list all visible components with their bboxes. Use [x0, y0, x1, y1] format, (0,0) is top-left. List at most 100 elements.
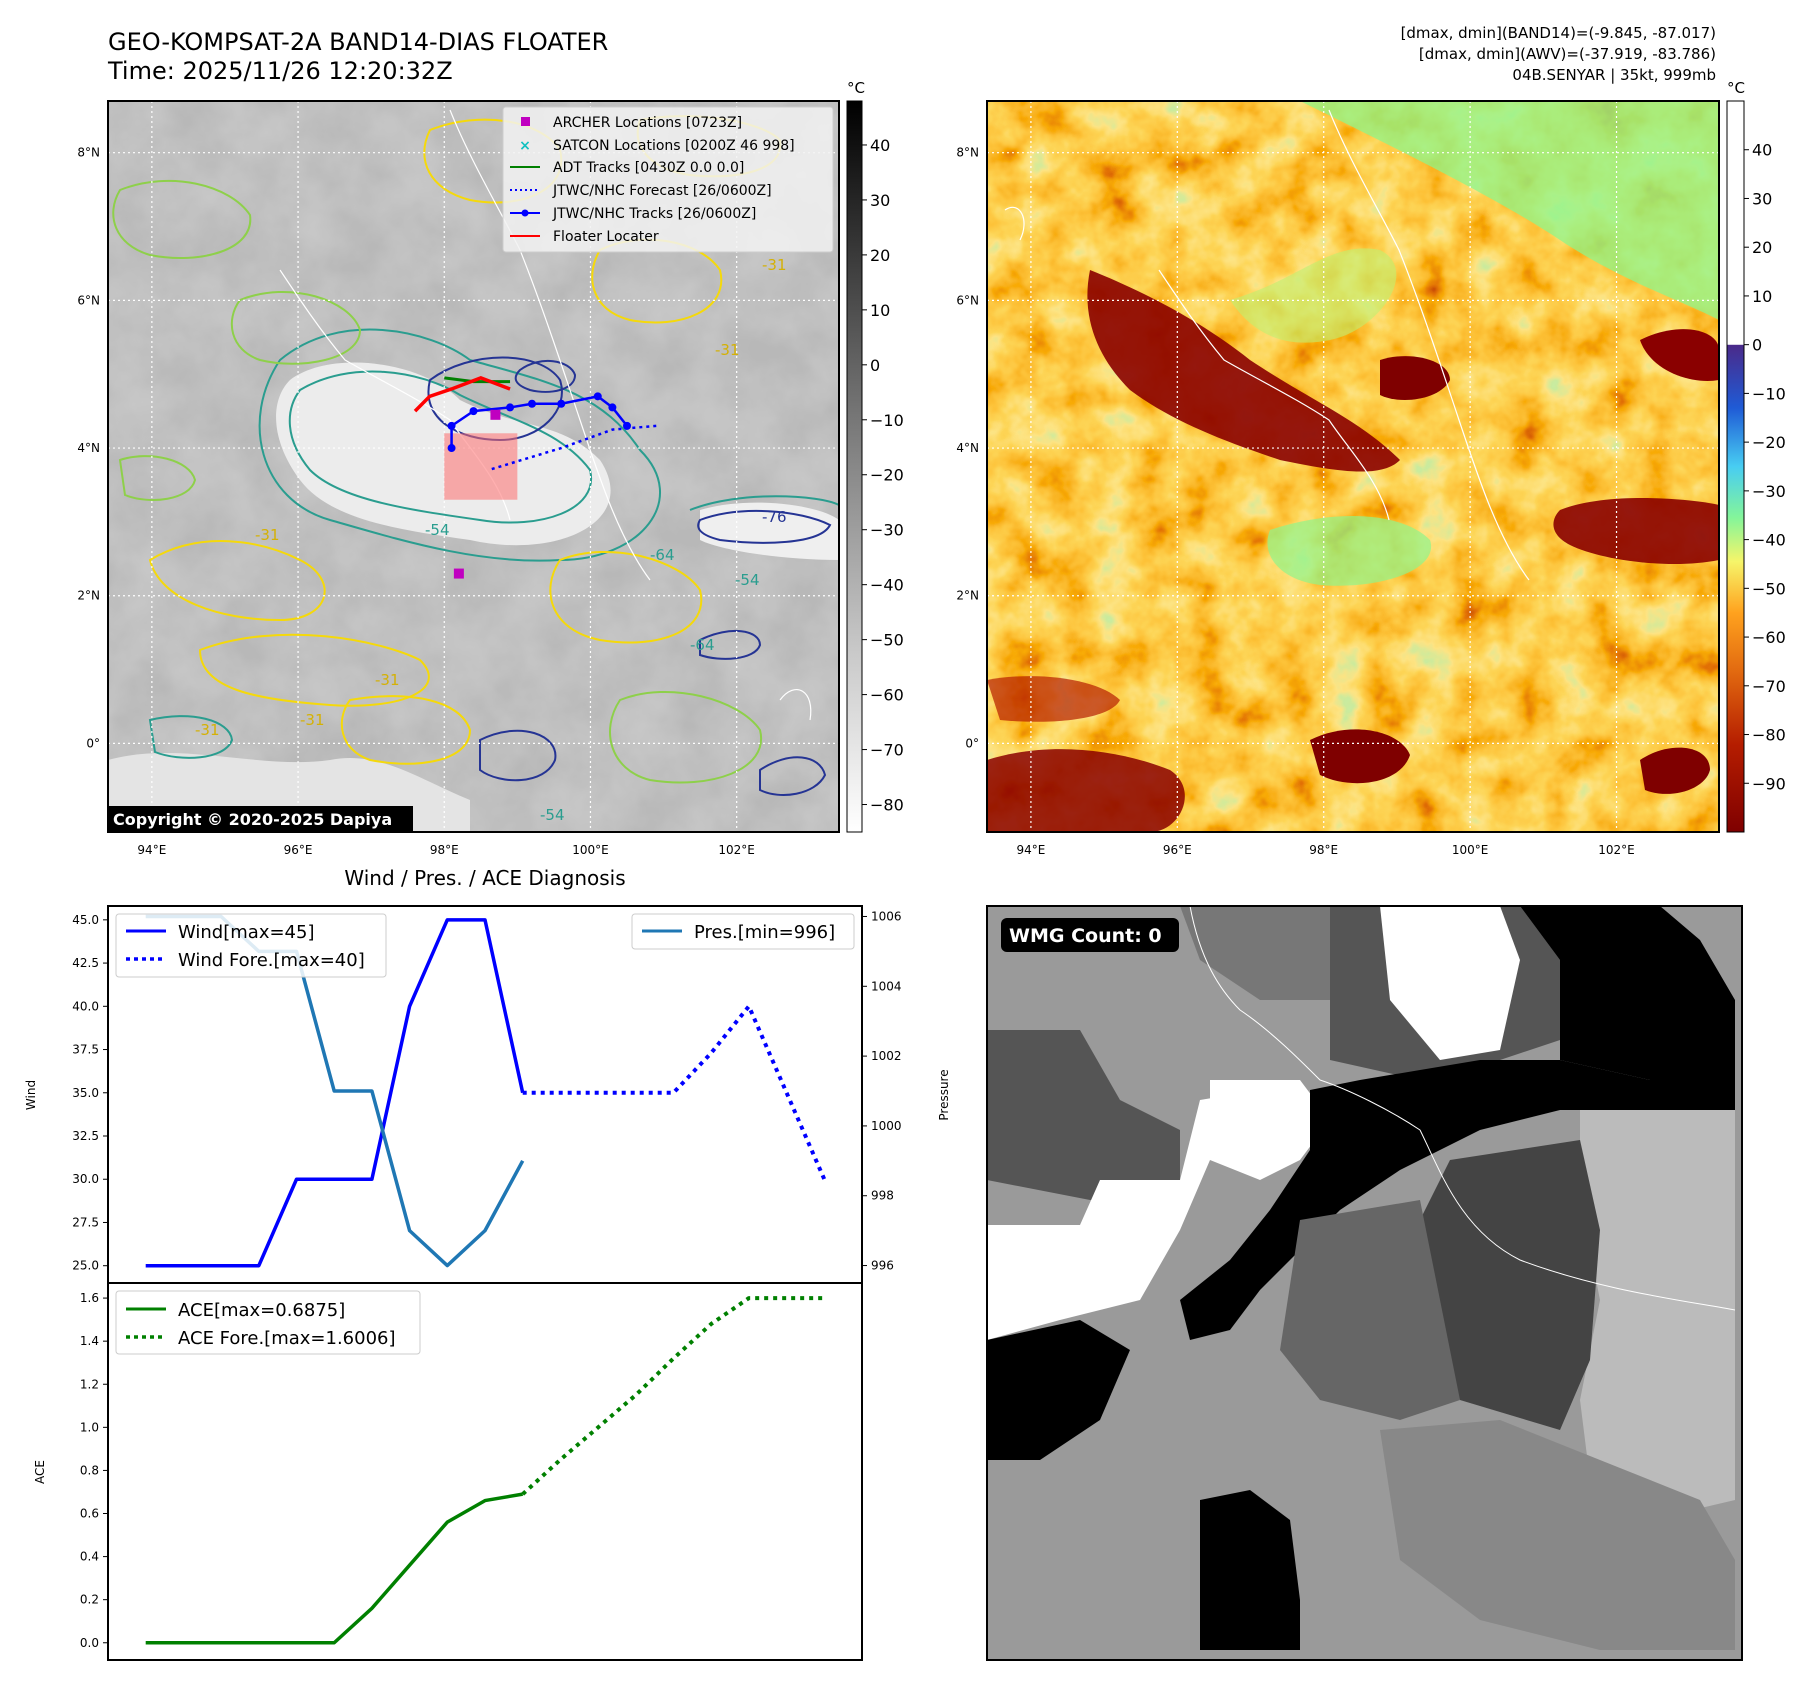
jtwc-track-point [608, 403, 617, 412]
colorbar-tick-label: 0 [870, 356, 880, 375]
figure-time: Time: 2025/11/26 12:20:32Z [107, 57, 453, 85]
y-tick-label: 40.0 [72, 999, 99, 1013]
jtwc-track-point [469, 407, 478, 416]
colorbar-tick-label: 40 [1752, 141, 1772, 160]
colorbar-tick-label: −10 [1752, 384, 1786, 403]
wmg-region-3 [1520, 906, 1735, 1080]
wmg-region-13 [1200, 1490, 1300, 1650]
map-color-panel: 94°E 96°E 98°E 100°E 102°E 8°N 6°N 4°N 2°N 0° [956, 100, 1720, 857]
wmg-region-1 [987, 906, 1330, 1000]
y-tick-label: 25.0 [72, 1259, 99, 1273]
y-tick-label: 45.0 [72, 913, 99, 927]
y-tick-label: 1.2 [80, 1377, 99, 1391]
colorbar-tick-label: −70 [1752, 677, 1786, 696]
lat-label: 8°N [77, 146, 100, 160]
y-tick-label: 1.6 [80, 1291, 99, 1305]
y2-tick-label: 998 [871, 1189, 894, 1203]
wmg-region-14 [1380, 1420, 1735, 1650]
y2-tick-label: 996 [871, 1259, 894, 1273]
map2-dry-south [987, 749, 1185, 832]
y-tick-label: 37.5 [72, 1043, 99, 1057]
colorbar-tick-label: −50 [870, 631, 904, 650]
colorbar-color-unit: °C [1727, 79, 1745, 97]
map-grayscale-panel: -31 -31 -31 -54 -54 -64 -76 -31 -31 -31 … [77, 100, 840, 857]
legend-satcon-label: SATCON Locations [0200Z 46 998] [553, 138, 795, 154]
info-storm: 04B.SENYAR | 35kt, 999mb [1512, 66, 1716, 84]
legend-archer-marker [521, 117, 530, 126]
colorbar-tick-label: −60 [1752, 628, 1786, 647]
legend-satcon-marker: × [519, 138, 531, 154]
colorbar-tick-label: 30 [870, 191, 890, 210]
map2-dry-patch-4 [1640, 747, 1710, 794]
lat-label: 4°N [956, 441, 979, 455]
series-line [145, 1492, 523, 1645]
lon-label: 102°E [718, 843, 755, 857]
y-tick-label: 30.0 [72, 1172, 99, 1186]
contour-label: -54 [540, 806, 565, 824]
y-tick-label: 27.5 [72, 1215, 99, 1229]
y-tick-label: 0.2 [80, 1593, 99, 1607]
y-tick-label: 1.4 [80, 1334, 99, 1348]
colorbar-tick-label: −80 [870, 796, 904, 815]
map2-dry-patch-2 [1640, 329, 1719, 381]
colorbar-tick-label: 10 [1752, 287, 1772, 306]
lat-label: 2°N [77, 589, 100, 603]
colorbar-tick-label: −20 [870, 466, 904, 485]
legend-adt-label: ADT Tracks [0430Z 0.0 0.0] [553, 160, 744, 176]
wmg-frame [986, 905, 1743, 1661]
map1-contour-labels: -31 -31 -31 -54 -54 -64 -76 -31 -31 -31 … [195, 256, 787, 824]
map1-coastline-peninsula [449, 109, 651, 581]
y2-tick-label: 1002 [871, 1049, 902, 1063]
map2-coastline-peninsula [1328, 109, 1530, 581]
ace-axis-label: ACE [33, 1460, 47, 1484]
wind-axis-label: Wind [24, 1080, 38, 1110]
floater-track [413, 376, 511, 413]
contour-label: -54 [425, 521, 450, 539]
colorbar-tick-label: −40 [1752, 531, 1786, 550]
map2-gridlines [987, 101, 1719, 832]
legend-jtwc-label: JTWC/NHC Tracks [26/0600Z] [552, 206, 756, 222]
wmg-region-8 [1180, 1060, 1735, 1340]
colorbar-color-bar [1726, 100, 1745, 833]
colorbar-tick-label: −50 [1752, 579, 1786, 598]
info-band14: [dmax, dmin](BAND14)=(-9.845, -87.017) [1401, 24, 1716, 42]
wmg-region-4 [1380, 906, 1520, 1060]
colorbar-tick-label: −70 [870, 741, 904, 760]
wind-yticks: 45.0 42.5 40.0 37.5 35.0 32.5 30.0 27.5 25.0 [72, 913, 108, 1273]
jtwc-track-point [593, 392, 602, 401]
lat-label: 4°N [77, 441, 100, 455]
wmg-region-9 [1580, 1110, 1735, 1520]
legend-pres-label: Pres.[min=996] [694, 922, 835, 943]
lon-label: 102°E [1598, 843, 1635, 857]
contour-label: -31 [300, 711, 325, 729]
map1-legend: ARCHER Locations [0723Z] × SATCON Locati… [502, 106, 834, 253]
colorbar-gray-ticks: 40 30 20 10 0 −10 −20 −30 −40 −50 −60 −70 −80 [862, 136, 904, 815]
contour-label: -54 [735, 571, 760, 589]
contour-label: -31 [715, 341, 740, 359]
y-tick-label: 32.5 [72, 1129, 99, 1143]
figure-title: GEO-KOMPSAT-2A BAND14-DIAS FLOATER [108, 28, 608, 56]
colorbar-tick-label: −30 [1752, 482, 1786, 501]
lon-label: 100°E [1452, 843, 1489, 857]
series-line [521, 1296, 825, 1496]
lat-label: 6°N [956, 293, 979, 307]
wmg-panel: WMG Count: 0 [986, 905, 1743, 1661]
wmg-region-5 [987, 1030, 1180, 1200]
colorbar-tick-label: 40 [870, 136, 890, 155]
jtwc-track-point [447, 444, 456, 453]
colorbar-tick-label: −10 [870, 411, 904, 430]
wmg-region-12 [987, 1320, 1130, 1460]
pres-legend-box [631, 913, 855, 950]
legend-forecast-label: JTWC/NHC Forecast [26/0600Z] [552, 183, 772, 199]
y-tick-label: 1.0 [80, 1420, 99, 1434]
colorbar-gray-bar [846, 100, 863, 833]
colorbar-tick-label: −80 [1752, 726, 1786, 745]
jtwc-track-point [506, 403, 515, 412]
lat-label: 0° [965, 736, 979, 750]
map2-moist-ridge [1230, 248, 1397, 343]
colorbar-gray-unit: °C [847, 79, 865, 97]
map2-moist-northeast [1300, 101, 1719, 320]
map1-coastline-island [779, 689, 812, 721]
legend-jtwc-dot [521, 209, 529, 217]
y-tick-label: 42.5 [72, 956, 99, 970]
